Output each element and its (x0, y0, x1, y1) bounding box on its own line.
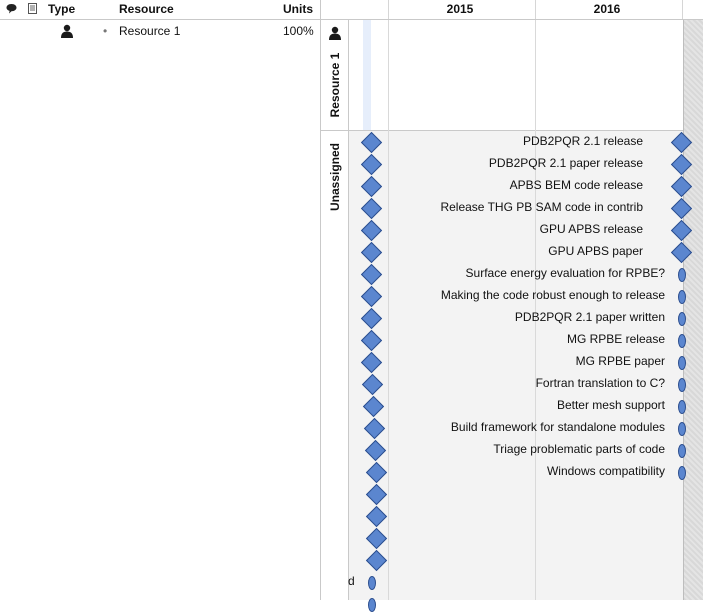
lane-separator (321, 130, 348, 131)
task-label[interactable]: Surface energy evaluation for RPBE? (465, 266, 665, 280)
task-end-marker[interactable] (678, 290, 686, 304)
timeline-end-region (683, 20, 703, 600)
task-end-marker[interactable] (678, 312, 686, 326)
task-end-marker[interactable] (678, 422, 686, 436)
task-label[interactable]: Release THG PB SAM code in contrib (440, 200, 643, 214)
task-label[interactable]: PDB2PQR 2.1 release (522, 134, 643, 148)
row-bullet: • (103, 24, 108, 38)
column-header-resource[interactable]: Resource (119, 2, 174, 16)
task-end-marker[interactable] (678, 268, 686, 282)
task-label[interactable]: MG RPBE release (566, 332, 665, 346)
year-gridline (388, 20, 389, 600)
today-highlight (363, 20, 371, 130)
year-label-2015: 2015 (446, 2, 474, 16)
year-label-2016: 2016 (593, 2, 621, 16)
lane-label-unassigned: Unassigned (328, 143, 342, 212)
task-start-marker[interactable] (368, 598, 376, 612)
task-end-marker[interactable] (678, 466, 686, 480)
resource-name[interactable]: Resource 1 (119, 24, 181, 38)
task-label[interactable]: MG RPBE paper (575, 354, 665, 368)
year-divider (682, 0, 683, 19)
task-label[interactable]: Fortran translation to C? (535, 376, 665, 390)
column-header-type[interactable]: Type (48, 2, 76, 16)
lane-resource-1[interactable] (349, 20, 703, 131)
task-label[interactable]: Triage problematic parts of code (493, 442, 665, 456)
task-label[interactable]: PDB2PQR 2.1 paper release (488, 156, 643, 170)
table-row[interactable]: • Resource 1 100% (0, 20, 320, 42)
task-end-marker[interactable] (678, 400, 686, 414)
task-label[interactable]: GPU APBS release (539, 222, 643, 236)
document-icon[interactable] (27, 3, 38, 14)
task-label[interactable]: Making the code robust enough to release (440, 288, 665, 302)
lane-label-column: Resource 1 Unassigned (321, 20, 349, 600)
lane-unassigned[interactable] (349, 131, 703, 600)
task-label[interactable]: PDB2PQR 2.1 paper written (514, 310, 665, 324)
person-icon (61, 24, 73, 38)
timeline-header: 2015 2016 (321, 0, 703, 20)
task-label[interactable]: Build framework for standalone modules (450, 420, 665, 434)
pane-divider[interactable] (320, 0, 321, 600)
speech-bubble-icon[interactable] (6, 3, 17, 14)
task-label[interactable]: Better mesh support (556, 398, 665, 412)
task-label[interactable]: GPU APBS paper (548, 244, 643, 258)
task-end-marker[interactable] (678, 444, 686, 458)
year-divider (535, 0, 536, 19)
task-end-marker[interactable] (678, 334, 686, 348)
resource-units[interactable]: 100% (283, 24, 314, 38)
task-label[interactable]: Windows compatibility (546, 464, 665, 478)
person-icon (329, 26, 341, 40)
task-start-marker[interactable] (368, 576, 376, 590)
resource-table-header: Type Resource Units (0, 0, 320, 20)
year-divider (388, 0, 389, 19)
column-header-units[interactable]: Units (283, 2, 313, 16)
task-label[interactable]: d (348, 574, 355, 588)
task-end-marker[interactable] (678, 378, 686, 392)
gantt-chart: 2015 2016 Resource 1 Unassigned PDB2PQR … (321, 0, 703, 612)
task-end-marker[interactable] (678, 356, 686, 370)
task-label[interactable]: APBS BEM code release (509, 178, 643, 192)
year-gridline (535, 20, 536, 600)
